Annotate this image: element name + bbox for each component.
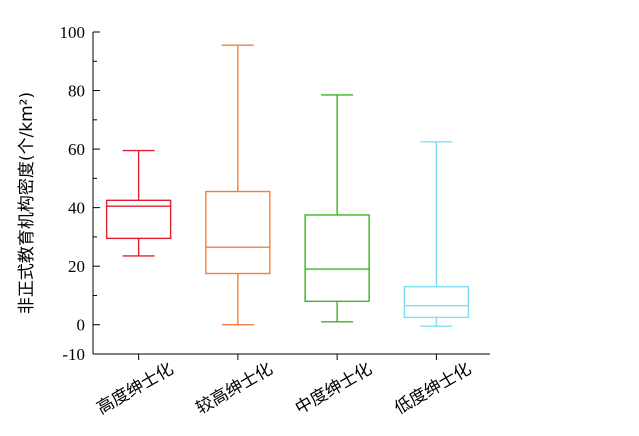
x-category-label: 高度绅士化 [94,359,178,419]
box-4 [403,141,470,327]
y-tick-label: 40 [68,199,85,218]
iqr-box [205,190,271,275]
y-axis-title: 非正式教育机构密度(个/km²) [17,92,37,314]
x-category-label: 低度绅士化 [391,359,475,419]
iqr-box [304,214,370,303]
y-tick-label: -10 [62,345,85,364]
box-3 [304,94,370,323]
labels: -10 0 20 40 60 80 100 非正式教育机构密度(个/km²) 高度绅士化 较高绅士… [17,23,475,419]
y-tick-label: 0 [77,316,86,335]
y-tick-label: 60 [68,140,85,159]
axes [92,31,490,360]
y-tick-label: 20 [68,257,85,276]
boxes [105,44,470,327]
y-tick-label: 100 [60,23,86,42]
iqr-box [403,285,470,319]
box-2 [205,44,271,326]
y-tick-label: 80 [68,82,85,101]
x-category-label: 中度绅士化 [292,359,376,419]
box-1 [105,149,172,257]
x-category-label: 较高绅士化 [193,359,277,419]
